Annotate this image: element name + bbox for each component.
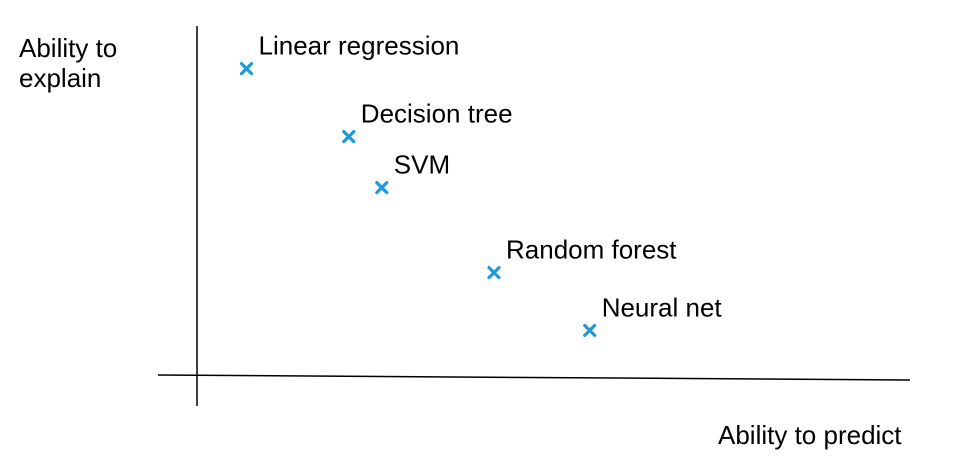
point-label: Random forest <box>506 235 677 265</box>
x-marker-icon <box>583 323 597 337</box>
data-point: Neural net <box>583 292 723 337</box>
data-point: Random forest <box>487 235 677 280</box>
x-axis-label: Ability to predict <box>718 420 902 450</box>
points-layer: Linear regression Decision tree SVM Random … <box>239 31 723 337</box>
y-axis-label-line-1: Ability to <box>19 33 117 63</box>
data-point: Decision tree <box>342 99 513 144</box>
y-axis-label-line-2: explain <box>19 63 101 93</box>
x-marker-icon <box>239 62 254 76</box>
point-label: SVM <box>394 150 450 180</box>
x-axis-line <box>157 374 911 381</box>
point-label: Neural net <box>602 292 723 322</box>
point-label: Decision tree <box>361 99 513 129</box>
x-marker-icon <box>342 130 356 144</box>
point-label: Linear regression <box>259 31 460 61</box>
data-point: SVM <box>375 150 450 195</box>
data-point: Linear regression <box>239 31 460 76</box>
y-axis-label: Ability to explain <box>19 33 125 93</box>
x-marker-icon <box>375 181 389 195</box>
x-marker-icon <box>487 266 501 280</box>
